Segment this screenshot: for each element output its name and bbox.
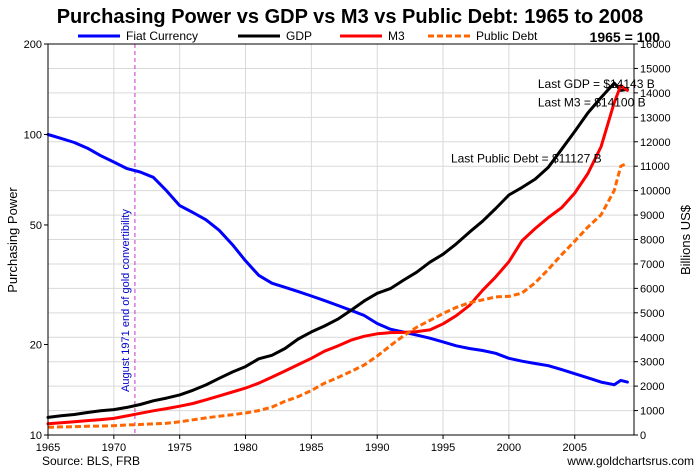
right-y-axis: 0 1000 2000 3000 4000 5000 6000 7000 8000 9000 100… <box>634 39 671 442</box>
chart-title: Purchasing Power vs GDP vs M3 vs Public … <box>57 6 644 28</box>
left-tick-label: 100 <box>24 129 42 141</box>
legend: Fiat Currency GDP M3 Public Debt <box>78 29 538 43</box>
event-label: August 1971 end of gold convertibility <box>120 209 132 392</box>
x-tick-label: 1975 <box>167 442 191 454</box>
right-tick-label: 15000 <box>640 63 671 75</box>
left-y-axis: 10 20 50 100 200 <box>24 39 48 442</box>
x-tick-label: 1970 <box>102 442 126 454</box>
x-tick-label: 1995 <box>431 442 455 454</box>
left-tick-label: 10 <box>30 430 42 442</box>
left-tick-label: 200 <box>24 39 42 51</box>
annotation-label: Last GDP = $14143 B <box>538 77 655 91</box>
gold-convertibility-marker: August 1971 end of gold convertibility <box>120 44 136 435</box>
right-tick-label: 10000 <box>640 186 671 198</box>
base-year-note: 1965 = 100 <box>590 29 661 45</box>
right-tick-label: 3000 <box>640 357 664 369</box>
right-tick-label: 9000 <box>640 210 664 222</box>
grid <box>48 43 634 436</box>
website-credit: www.goldchartsrus.com <box>566 454 694 468</box>
left-axis-label: Purchasing Power <box>5 187 20 293</box>
legend-label: Public Debt <box>476 29 538 43</box>
x-tick-label: 1985 <box>299 442 323 454</box>
right-tick-label: 16000 <box>640 39 671 51</box>
series-line-fiat-currency <box>46 133 629 387</box>
x-tick-label: 1965 <box>36 442 60 454</box>
right-tick-label: 0 <box>640 430 646 442</box>
legend-label: Fiat Currency <box>126 29 198 43</box>
right-tick-label: 4000 <box>640 332 664 344</box>
right-tick-label: 13000 <box>640 112 671 124</box>
source-note: Source: BLS, FRB <box>42 454 140 468</box>
series-layer <box>46 81 629 429</box>
right-tick-label: 5000 <box>640 308 664 320</box>
x-tick-label: 1990 <box>365 442 389 454</box>
right-tick-label: 7000 <box>640 259 664 271</box>
x-tick-label: 1980 <box>233 442 257 454</box>
legend-label: M3 <box>388 29 405 43</box>
series-line-m3 <box>46 84 629 426</box>
right-tick-label: 2000 <box>640 381 664 393</box>
right-axis-label: Billions US$ <box>678 204 693 275</box>
series-line-gdp <box>46 81 629 419</box>
annotations: Last GDP = $14143 B Last M3 = $14100 B Las… <box>451 77 655 166</box>
annotation-label: Last Public Debt = $11127 B <box>451 152 602 166</box>
x-axis: 1965 1970 1975 1980 1985 1990 1995 2000 2005 <box>36 435 587 454</box>
left-tick-label: 20 <box>30 340 42 352</box>
legend-label: GDP <box>286 29 312 43</box>
x-tick-label: 2005 <box>562 442 586 454</box>
right-tick-label: 6000 <box>640 283 664 295</box>
annotation-label: Last M3 = $14100 B <box>538 95 646 109</box>
right-tick-label: 14000 <box>640 88 671 100</box>
right-tick-label: 11000 <box>640 161 670 173</box>
right-tick-label: 8000 <box>640 235 664 247</box>
right-tick-label: 1000 <box>640 406 664 418</box>
x-tick-label: 2000 <box>497 442 521 454</box>
left-tick-label: 50 <box>30 220 42 232</box>
right-tick-label: 12000 <box>640 137 671 149</box>
